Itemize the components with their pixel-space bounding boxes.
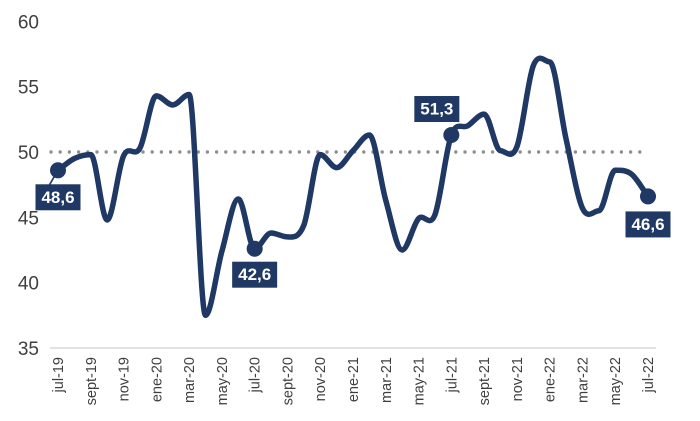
x-axis-tick-label: may-21 — [412, 357, 428, 405]
data-label-value: 51,3 — [420, 100, 453, 119]
x-axis-tick-label: ene-22 — [543, 357, 559, 402]
x-axis-tick-label: sept-19 — [84, 357, 100, 405]
data-label-box — [414, 96, 460, 123]
x-axis-tick-label: jul-21 — [444, 357, 460, 393]
x-axis-tick-label: nov-20 — [313, 357, 329, 401]
x-axis-tick-label: may-22 — [608, 357, 624, 405]
y-axis-tick-label: 45 — [18, 208, 39, 229]
data-label-box — [625, 211, 671, 238]
x-axis-tick-label: ene-21 — [346, 357, 362, 402]
x-axis-tick-label: jul-20 — [248, 357, 264, 393]
x-axis-tick-label: sept-20 — [280, 357, 296, 405]
data-point-marker — [50, 162, 66, 179]
data-label-box — [35, 184, 81, 211]
y-axis-tick-label: 50 — [18, 143, 39, 164]
y-axis-tick-label: 55 — [18, 78, 39, 99]
x-axis-tick-label: mar-22 — [575, 357, 591, 403]
y-axis-tick-label: 40 — [18, 274, 39, 295]
data-label-value: 42,6 — [238, 265, 271, 284]
data-label-value: 48,6 — [41, 188, 74, 207]
x-axis-tick-label: nov-19 — [117, 357, 133, 401]
data-label-value: 46,6 — [631, 215, 664, 234]
x-axis-tick-label: may-20 — [215, 357, 231, 405]
x-axis-tick-label: ene-20 — [149, 357, 165, 402]
series-line — [55, 55, 651, 319]
x-axis-tick-label: jul-22 — [641, 357, 657, 393]
data-label-box — [232, 261, 278, 288]
data-point-marker — [640, 188, 656, 205]
x-axis-tick-label: sept-21 — [477, 357, 493, 405]
x-axis-tick-label: mar-20 — [182, 357, 198, 403]
y-axis-tick-label: 35 — [18, 339, 39, 360]
x-axis-tick-label: jul-19 — [51, 357, 67, 393]
data-point-marker — [246, 240, 263, 257]
x-axis-tick-label: nov-21 — [510, 357, 526, 401]
x-axis-tick-label: mar-21 — [379, 357, 395, 403]
y-axis-tick-label: 60 — [18, 12, 39, 33]
data-point-marker — [443, 127, 460, 144]
